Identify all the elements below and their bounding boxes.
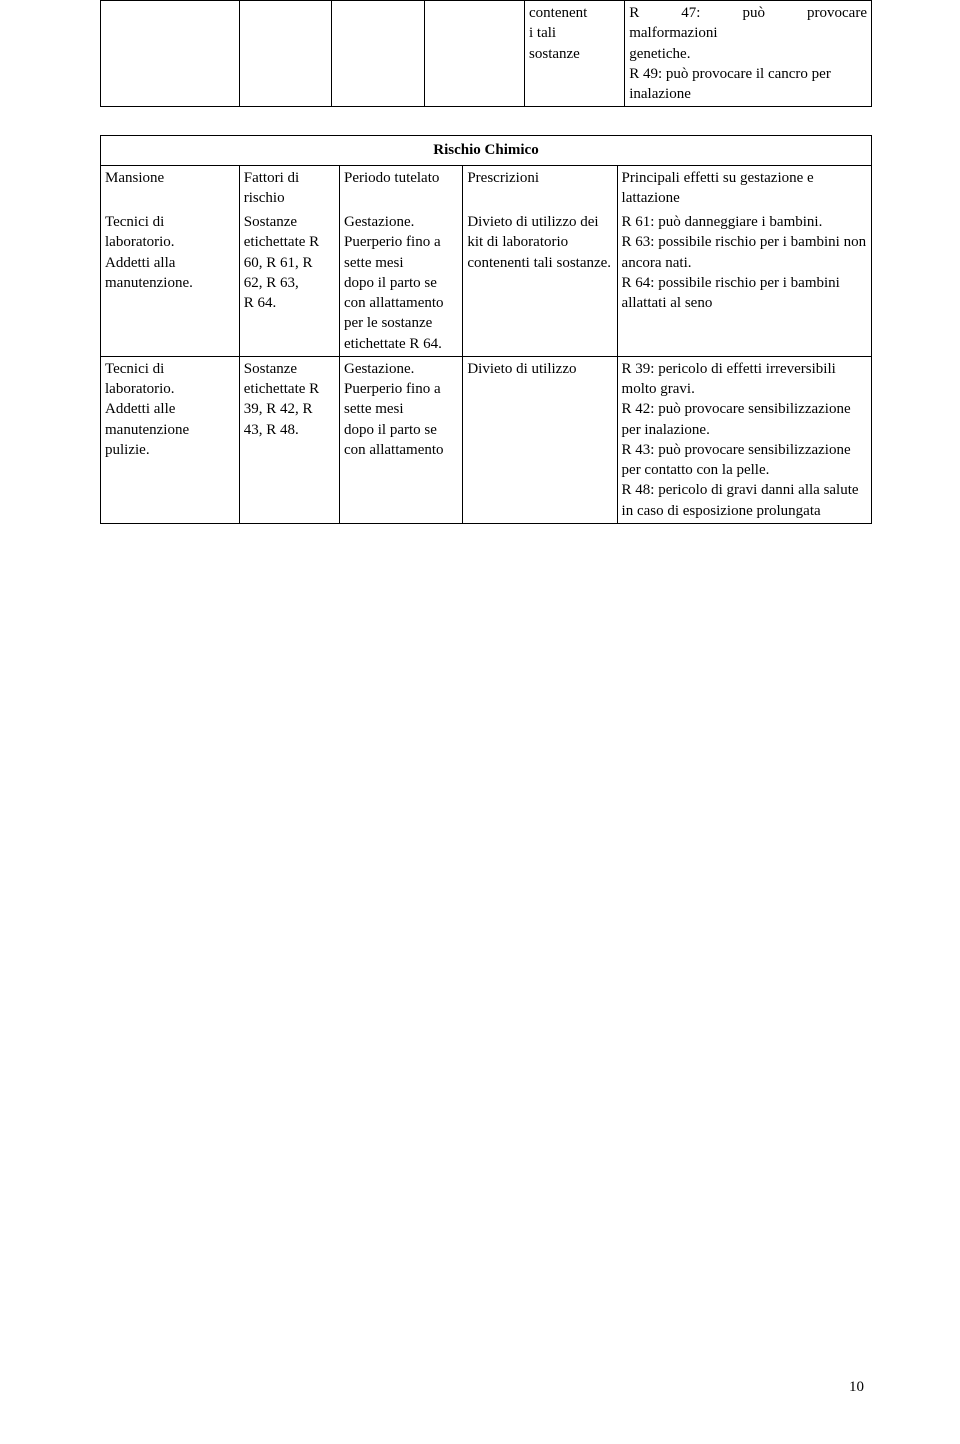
cell-periodo-2: Gestazione. Puerperio fino a sette mesid… xyxy=(339,356,462,523)
cell-periodo-h: Periodo tutelato xyxy=(339,165,462,210)
cell-fattori-2: Sostanze etichettate R 39, R 42, R 43, R… xyxy=(239,356,339,523)
cell-effetti-2: R 39: pericolo di effetti irreversibilim… xyxy=(617,356,871,523)
cell-fattori-h: Fattori di rischio xyxy=(239,165,339,210)
cell-empty xyxy=(101,1,240,107)
cell-mansione-h: Mansione xyxy=(101,165,240,210)
cell-fattori-1: Sostanze etichettate R 60, R 61, R 62, R… xyxy=(239,210,339,356)
page-number: 10 xyxy=(849,1379,864,1396)
cell-empty xyxy=(424,1,524,107)
cell-effetti-h: Principali effetti su gestazione e latta… xyxy=(617,165,871,210)
cell-prescrizioni-h: Prescrizioni xyxy=(463,165,617,210)
cell-prescrizioni-2: Divieto di utilizzo xyxy=(463,356,617,523)
cell-r47-r49: R 47: può provocaremalformazionigenetich… xyxy=(625,1,872,107)
table-header: Rischio Chimico xyxy=(101,136,872,165)
cell-mansione-1: Tecnici di laboratorio.Addetti alla manu… xyxy=(101,210,240,356)
table-row: Tecnici di laboratorio.Addetti alla manu… xyxy=(101,210,872,356)
table-row: contenenti talisostanze R 47: può provoc… xyxy=(101,1,872,107)
table-header-row: Rischio Chimico xyxy=(101,136,872,165)
cell-empty xyxy=(239,1,332,107)
cell-effetti-1: R 61: può danneggiare i bambini.R 63: po… xyxy=(617,210,871,356)
cell-contenenti: contenenti talisostanze xyxy=(525,1,625,107)
top-table: contenenti talisostanze R 47: può provoc… xyxy=(100,0,872,107)
table-row: Tecnici di laboratorio.Addetti alle manu… xyxy=(101,356,872,523)
table-row: Mansione Fattori di rischio Periodo tute… xyxy=(101,165,872,210)
cell-prescrizioni-1: Divieto di utilizzo dei kit di laborator… xyxy=(463,210,617,356)
cell-mansione-2: Tecnici di laboratorio.Addetti alle manu… xyxy=(101,356,240,523)
cell-periodo-1: Gestazione. Puerperio fino a sette mesid… xyxy=(339,210,462,356)
cell-empty xyxy=(332,1,425,107)
rischio-chimico-table: Rischio Chimico Mansione Fattori di risc… xyxy=(100,135,872,524)
